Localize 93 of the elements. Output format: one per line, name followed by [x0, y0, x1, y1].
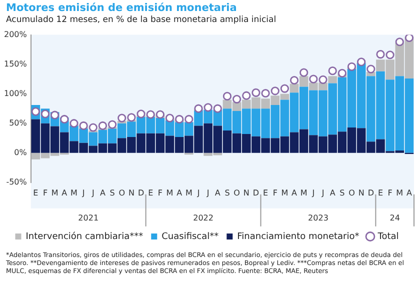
x-tick-label: A	[214, 188, 221, 198]
y-tick-label: -50%	[6, 177, 28, 186]
x-tick-label: E	[148, 188, 154, 198]
x-tick-label: J	[311, 188, 315, 198]
x-tick-label: A	[100, 188, 106, 198]
x-tick-label: F	[158, 188, 163, 198]
point	[127, 113, 136, 122]
point	[395, 38, 404, 46]
point	[386, 50, 394, 60]
y-tick-label: 200%	[4, 30, 28, 39]
x-tick-label: A	[330, 188, 336, 198]
point	[213, 104, 222, 113]
point	[318, 75, 328, 84]
point	[252, 88, 260, 97]
point	[309, 74, 318, 84]
point	[184, 114, 194, 124]
point	[194, 104, 203, 113]
x-tick-label: E	[378, 188, 384, 198]
x-tick-label: J	[196, 188, 200, 198]
point	[88, 123, 98, 132]
y-tick-label: 150%	[4, 59, 28, 68]
y-tick-label: 0%	[14, 148, 28, 157]
x-tick-label: O	[234, 188, 240, 198]
y-tick-label: 100%	[4, 88, 28, 98]
point	[136, 110, 146, 118]
x-tick-label: F	[272, 188, 278, 198]
point	[366, 64, 376, 74]
x-tick-label: O	[118, 188, 126, 198]
x-tick-label: M	[185, 188, 192, 198]
point	[376, 50, 385, 59]
point	[290, 76, 299, 85]
x-tick-label: A	[406, 188, 412, 198]
text: 2021	[78, 213, 99, 222]
point	[40, 110, 50, 118]
point	[347, 62, 356, 71]
x-tick-label: E	[33, 188, 38, 198]
point	[232, 94, 242, 104]
x-tick-label: J	[81, 188, 85, 198]
point	[156, 110, 164, 119]
point	[118, 114, 126, 122]
x-tick-label: M	[396, 188, 404, 198]
point	[242, 91, 251, 100]
text: 2022	[193, 213, 214, 222]
x-tick-label: E	[263, 188, 268, 198]
x-tick-label: F	[42, 188, 48, 198]
x-tick-label: S	[110, 188, 115, 198]
x-tick-label: J	[320, 188, 324, 198]
legend-label: Financiamiento monetario*	[237, 232, 360, 242]
point	[328, 66, 337, 76]
x-tick-label: N	[358, 188, 364, 198]
x-tick-label: J	[206, 188, 210, 198]
x-tick-label: D	[138, 188, 144, 198]
x-tick-label: A	[62, 188, 68, 198]
legend-label: Cuasifiscal**	[162, 232, 220, 242]
x-tick-label: S	[340, 188, 345, 198]
x-tick-label: A	[292, 188, 298, 198]
point	[300, 68, 308, 77]
x-tick-label: N	[128, 188, 134, 198]
point	[261, 88, 270, 98]
chart-subtitle: Acumulado 12 meses, en % de la base monetaria amplia inicial	[5, 15, 278, 26]
legend-label: Intervención cambiaria***	[26, 230, 144, 242]
point	[98, 121, 108, 130]
x-tick-label: O	[348, 188, 355, 198]
x-tick-label: M	[70, 188, 78, 198]
point	[70, 119, 78, 128]
x-tick-label: F	[388, 188, 393, 198]
text: 2023	[308, 213, 328, 222]
point	[357, 58, 366, 66]
x-tick-label: N	[243, 188, 250, 198]
point	[280, 84, 289, 93]
point	[79, 121, 88, 130]
x-tick-label: M	[300, 188, 308, 198]
x-tick-label: M	[166, 188, 174, 198]
x-tick-label: A	[176, 188, 183, 198]
legend-label: Total	[376, 232, 399, 242]
point	[165, 114, 174, 122]
point	[338, 68, 346, 78]
x-tick-label: J	[90, 188, 94, 198]
chart-title: Motores emisión de emisión monetaria	[5, 1, 238, 15]
x-tick-label: D	[368, 188, 374, 198]
point	[404, 34, 414, 42]
text: 24	[390, 213, 400, 222]
y-tick-label: 50%	[9, 118, 28, 128]
x-tick-label: S	[224, 188, 230, 198]
point	[222, 92, 232, 100]
point	[204, 103, 212, 112]
point	[175, 114, 184, 124]
point	[270, 86, 280, 96]
x-tick-label: M	[51, 188, 58, 198]
point	[108, 120, 117, 129]
x-tick-label: D	[252, 188, 260, 198]
point	[60, 114, 69, 124]
x-tick-label: M	[281, 188, 288, 198]
